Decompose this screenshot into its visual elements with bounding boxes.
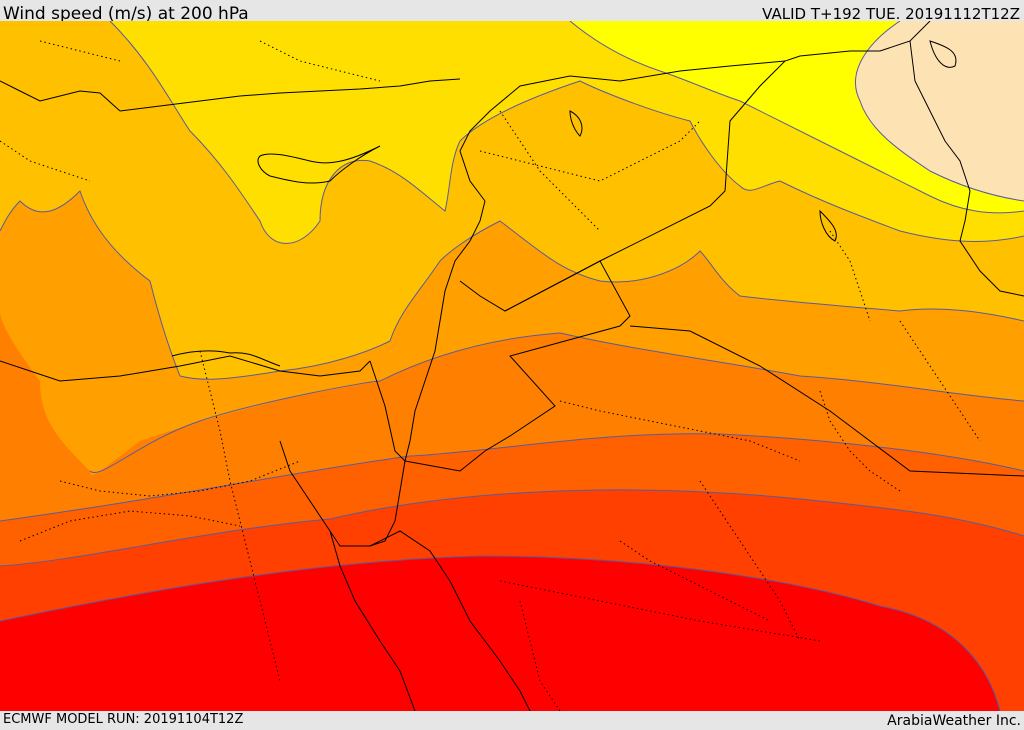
map-canvas (0, 21, 1024, 711)
map-header: Wind speed (m/s) at 200 hPa VALID T+192 … (0, 0, 1024, 24)
contour-lines (0, 21, 1024, 711)
map-title: Wind speed (m/s) at 200 hPa (3, 4, 249, 24)
valid-time: VALID T+192 TUE. 20191112T12Z (762, 5, 1020, 23)
map-footer: ECMWF MODEL RUN: 20191104T12Z ArabiaWeat… (0, 711, 1024, 729)
model-run-label: ECMWF MODEL RUN: 20191104T12Z (3, 712, 244, 727)
wind-speed-map (0, 21, 1024, 711)
country-borders (0, 21, 1024, 711)
band-peach (855, 21, 1024, 201)
coastlines (171, 40, 957, 367)
regional-borders (0, 40, 981, 711)
credit-label: ArabiaWeather Inc. (887, 713, 1021, 729)
